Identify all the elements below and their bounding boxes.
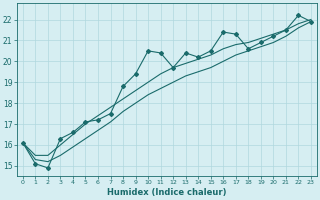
X-axis label: Humidex (Indice chaleur): Humidex (Indice chaleur) (107, 188, 227, 197)
